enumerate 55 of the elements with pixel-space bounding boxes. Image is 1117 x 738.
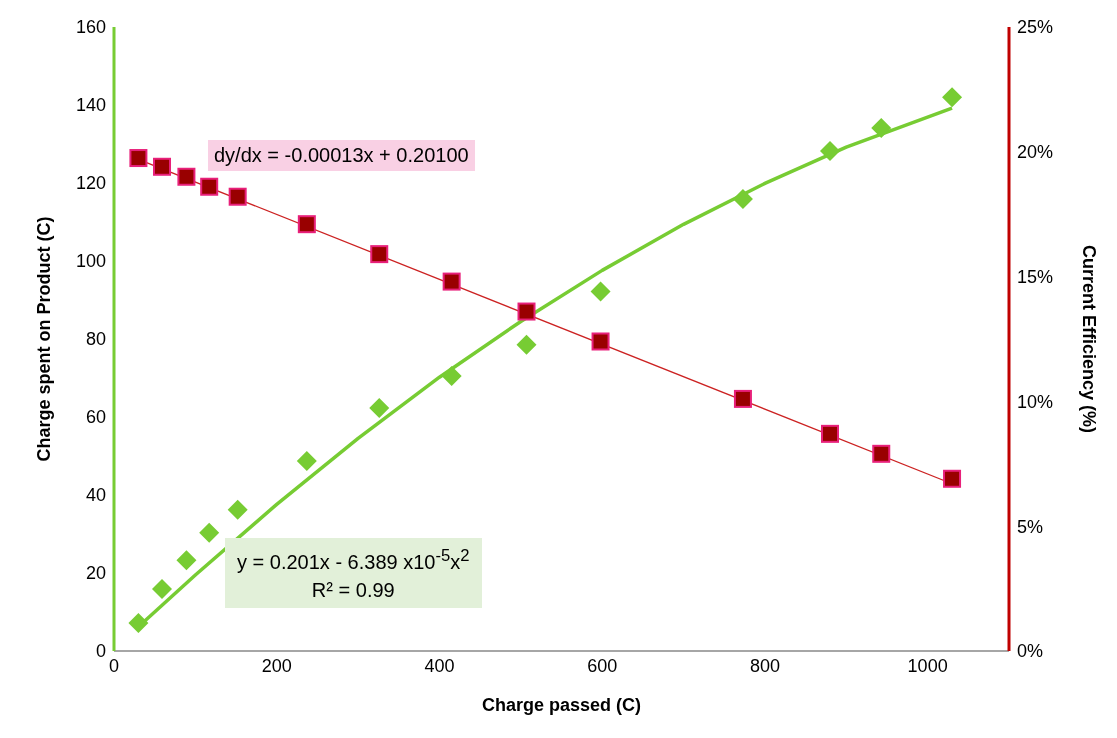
point [872,444,891,463]
point [943,469,962,488]
point [177,167,196,186]
point [370,245,389,264]
point [590,281,611,302]
point [441,366,462,387]
y-tick-label: 60 [85,407,106,428]
point [199,522,220,543]
point [942,87,963,108]
y-tick-label: 140 [75,95,106,116]
point [228,187,247,206]
annotation: y = 0.201x - 6.389 x10$^{-5}$x$^{2}$ [237,545,470,575]
point [591,332,610,351]
point [152,578,172,599]
point [820,141,840,162]
y-tick-label: 80 [85,329,106,350]
y2-tick-label: 5% [1017,516,1044,537]
point [153,157,172,176]
point [128,612,149,633]
y2-tick-label: 25% [1017,17,1054,38]
point [200,177,219,196]
x-axis-title: Charge passed (C) [481,695,642,715]
y-tick-label: 160 [75,17,106,38]
annotation: R² = 0.99 [310,577,396,603]
point [369,398,390,419]
y2-tick-label: 15% [1017,266,1054,287]
point [296,451,317,472]
point [442,272,461,291]
point [733,389,752,408]
x-tick-label: 200 [261,655,292,676]
point [227,499,248,520]
y-tick-label: 100 [75,251,106,272]
point [129,149,148,168]
y2-tick-label: 0% [1017,641,1044,662]
y-tick-label: 120 [75,173,106,194]
y-axis-title: Charge spent on Product (C) [34,216,55,462]
y-tick-label: 40 [85,485,106,506]
point [516,334,537,355]
x-tick-label: 600 [587,655,618,676]
x-tick-label: 400 [424,655,455,676]
x-tick-label: 1000 [907,655,948,676]
annotation: dy/dx = -0.00013x + 0.20100 [208,140,475,171]
point [871,118,892,139]
y2-tick-label: 10% [1017,391,1054,412]
y-tick-label: 0 [95,641,106,662]
x-tick-label: 800 [749,655,780,676]
point [517,302,536,321]
y2-axis-title: Current Efficiency (%) [1078,244,1099,434]
y-tick-label: 20 [85,563,106,584]
point [821,424,839,443]
point [176,550,197,571]
point [732,188,753,209]
point [297,215,316,234]
y2-tick-label: 20% [1017,142,1054,163]
x-tick-label: 0 [108,655,120,676]
